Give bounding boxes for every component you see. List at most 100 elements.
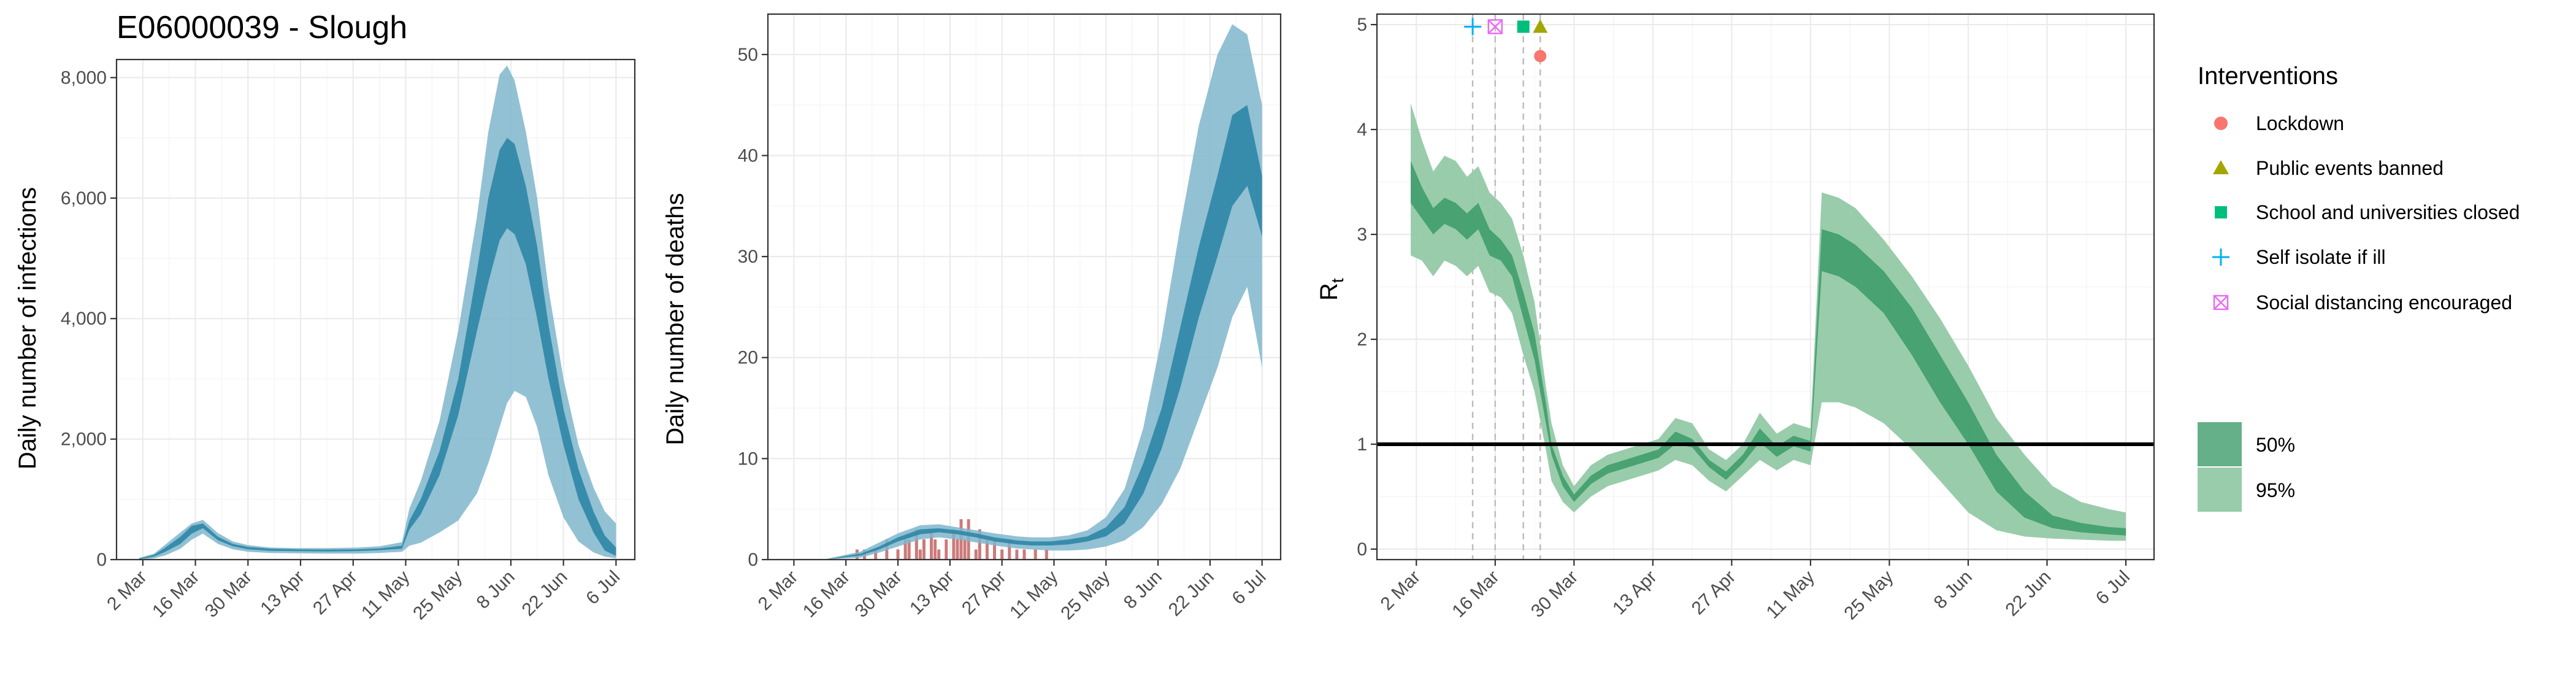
- infections-y-axis-label: Daily number of infections: [14, 187, 41, 469]
- x-tick-label: 25 May: [1057, 567, 1114, 624]
- y-tick-label: 8,000: [61, 67, 107, 88]
- x-tick-label: 30 Mar: [201, 567, 256, 622]
- death-bar: [945, 539, 948, 560]
- death-bar: [993, 539, 997, 560]
- legend-item-public-events-banned: Public events banned: [2213, 157, 2444, 179]
- social-distancing-marker: [1487, 19, 1503, 34]
- plot-frame: [115, 58, 636, 561]
- x-tick-label: 27 Apr: [958, 567, 1010, 619]
- legend-label: Lockdown: [2256, 112, 2344, 134]
- legend-item-self-isolate: Self isolate if ill: [2212, 246, 2386, 268]
- plot-frame: [767, 13, 1282, 561]
- x-tick-label: 11 May: [358, 567, 413, 623]
- x-tick-label: 13 Apr: [906, 567, 958, 619]
- lockdown-marker: [1534, 50, 1547, 63]
- death-bar: [1045, 549, 1048, 560]
- x-tick-label: 6 Jul: [2092, 567, 2134, 609]
- x-tick-label: 2 Mar: [754, 567, 802, 615]
- x-tick-label: 11 May: [1006, 567, 1062, 623]
- x-tick-label: 2 Mar: [103, 567, 151, 615]
- death-bar: [896, 549, 900, 560]
- y-tick-label: 0: [96, 550, 107, 570]
- triangle-icon: [2213, 160, 2229, 174]
- y-tick-label: 30: [738, 247, 758, 267]
- y-tick-label: 5: [1357, 15, 1367, 35]
- x-tick-label: 25 May: [1841, 567, 1898, 624]
- x-tick-label: 6 Jul: [1229, 567, 1270, 609]
- x-tick-label: 2 Mar: [1377, 567, 1425, 615]
- schools-marker: [1517, 20, 1530, 33]
- death-bar: [874, 549, 878, 560]
- legend-label: School and universities closed: [2256, 201, 2520, 223]
- x-tick-label: 13 Apr: [256, 567, 309, 619]
- death-bar: [1000, 549, 1004, 560]
- death-bar: [930, 529, 933, 560]
- death-bar: [933, 539, 937, 560]
- rt-y-axis-label: Rt: [1316, 278, 1347, 301]
- legend-item-95: 95%: [2198, 468, 2295, 512]
- death-bar: [903, 539, 907, 560]
- legend-item-schools-closed: School and universities closed: [2215, 201, 2520, 223]
- x-tick-label: 16 Mar: [1448, 567, 1503, 622]
- legend-item-50: 50%: [2198, 422, 2295, 466]
- legend-label: 50%: [2256, 434, 2295, 456]
- self-isolate-marker: [1464, 18, 1482, 36]
- x-tick-label: 6 Jul: [582, 567, 624, 609]
- band-95-swatch: [2198, 468, 2242, 512]
- y-tick-label: 4,000: [61, 309, 107, 329]
- death-bar: [918, 549, 922, 560]
- x-tick-label: 30 Mar: [1527, 567, 1582, 622]
- death-bar: [974, 549, 978, 560]
- y-tick-label: 0: [748, 550, 758, 570]
- legend-title: Interventions: [2198, 63, 2338, 90]
- ci50-band: [139, 137, 616, 560]
- death-bar: [952, 529, 956, 560]
- death-bar: [963, 539, 967, 560]
- band-50-swatch: [2198, 422, 2242, 466]
- x-tick-label: 27 Apr: [1688, 567, 1740, 619]
- legend-item-social-distancing: Social distancing encouraged: [2213, 291, 2512, 314]
- square-cross-icon: [2213, 295, 2229, 310]
- x-tick-label: 22 Jun: [518, 567, 572, 620]
- x-tick-label: 22 Jun: [1165, 567, 1218, 620]
- death-bar: [1008, 539, 1011, 560]
- y-tick-label: 50: [738, 45, 758, 65]
- public-events-marker: [1533, 19, 1548, 33]
- deaths-y-axis-label: Daily number of deaths: [662, 193, 689, 445]
- plot-frame: [1376, 13, 2155, 561]
- death-bar: [978, 529, 981, 560]
- death-bar: [1015, 549, 1019, 560]
- ci95-band: [1411, 103, 2126, 541]
- x-tick-label: 13 Apr: [1609, 567, 1661, 619]
- plus-icon: [2212, 249, 2229, 266]
- y-tick-label: 4: [1357, 120, 1367, 140]
- legend-label: Self isolate if ill: [2256, 246, 2386, 268]
- x-tick-label: 8 Jun: [473, 567, 519, 613]
- y-tick-label: 0: [1357, 539, 1367, 560]
- y-tick-label: 40: [738, 145, 758, 166]
- legend-item-lockdown: Lockdown: [2214, 112, 2344, 134]
- y-tick-label: 20: [738, 348, 758, 368]
- x-tick-label: 22 Jun: [2001, 567, 2055, 620]
- death-bar: [1022, 549, 1026, 560]
- ci95-band: [790, 24, 1262, 560]
- legend-label: Social distancing encouraged: [2256, 291, 2512, 314]
- y-tick-label: 6,000: [61, 188, 107, 209]
- legend-label: 95%: [2256, 479, 2295, 501]
- rt-panel: Rt 0 1 2 3 4 5 2 Mar 16 Mar 30 Mar 13 Apr 27 Apr 11…: [1316, 13, 2155, 624]
- x-tick-label: 8 Jun: [1120, 567, 1166, 613]
- death-bar: [937, 549, 941, 560]
- legend-label: Public events banned: [2256, 157, 2444, 179]
- x-tick-label: 8 Jun: [1930, 567, 1976, 613]
- death-bar: [907, 539, 911, 560]
- y-tick-label: 2: [1357, 330, 1367, 350]
- page-title: E06000039 - Slough: [117, 10, 407, 45]
- y-tick-label: 2,000: [61, 430, 107, 450]
- y-tick-label: 1: [1357, 434, 1367, 455]
- death-bar: [914, 529, 918, 560]
- x-tick-label: 30 Mar: [851, 567, 906, 622]
- death-bar: [956, 539, 959, 560]
- x-tick-label: 25 May: [409, 567, 466, 624]
